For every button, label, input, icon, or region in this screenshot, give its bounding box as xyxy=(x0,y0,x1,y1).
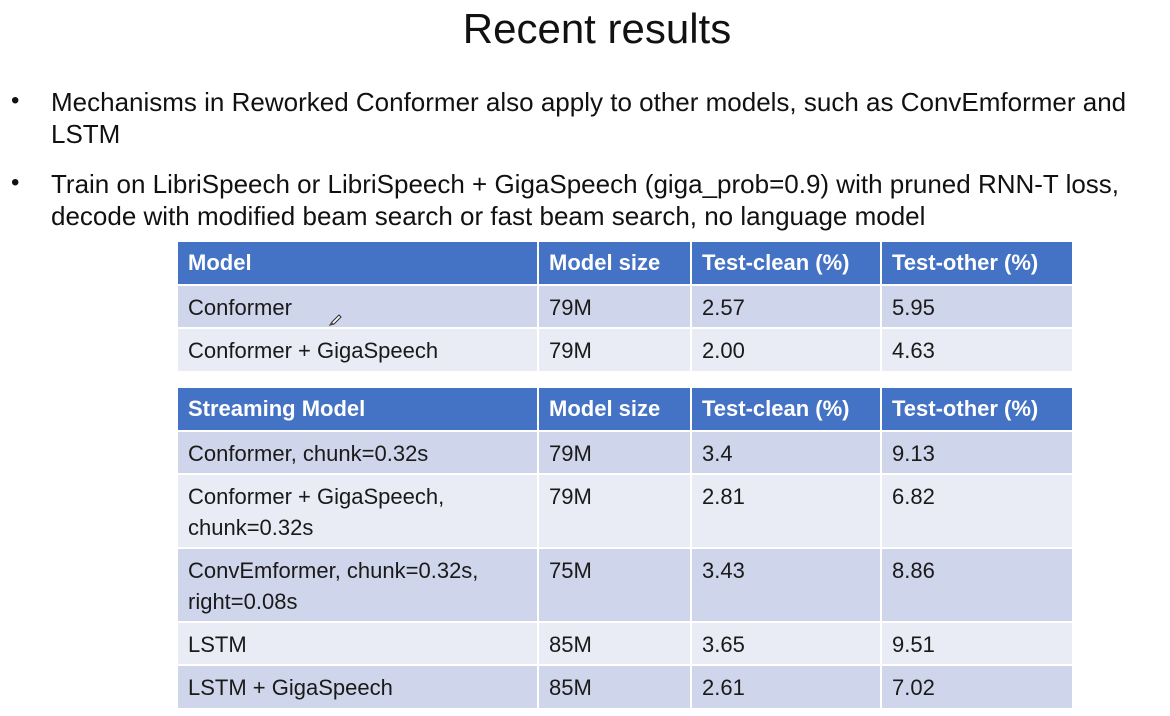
table-cell: 2.00 xyxy=(691,327,882,371)
table-row: Conformer, chunk=0.32s 79M 3.4 9.13 xyxy=(178,430,1072,474)
table-cell: 6.82 xyxy=(881,473,1072,548)
table-cell: Conformer xyxy=(178,284,539,328)
table-header-row: Streaming Model Model size Test-clean (%… xyxy=(178,388,1072,431)
column-header: Streaming Model xyxy=(178,388,539,431)
table-cell: 3.43 xyxy=(691,547,882,622)
column-header: Test-other (%) xyxy=(881,388,1072,431)
column-header: Test-clean (%) xyxy=(691,242,882,285)
table-cell: 85M xyxy=(538,621,692,665)
column-header: Model size xyxy=(538,242,692,285)
table-cell: 9.51 xyxy=(881,621,1072,665)
bullet-dot-icon: • xyxy=(11,169,20,196)
table-row: Conformer + GigaSpeech 79M 2.00 4.63 xyxy=(178,327,1072,371)
bullet-dot-icon: • xyxy=(11,87,20,114)
table-cell: 79M xyxy=(538,284,692,328)
table-cell: 2.57 xyxy=(691,284,882,328)
bullet-text: Train on LibriSpeech or LibriSpeech + Gi… xyxy=(51,169,1120,231)
table-cell: 85M xyxy=(538,664,692,708)
results-table: Model Model size Test-clean (%) Test-oth… xyxy=(178,242,1072,371)
table-cell: 2.81 xyxy=(691,473,882,548)
table-cell: 79M xyxy=(538,327,692,371)
table-cell: 79M xyxy=(538,430,692,474)
column-header: Test-clean (%) xyxy=(691,388,882,431)
table-cell: ConvEmformer, chunk=0.32s, right=0.08s xyxy=(178,547,539,622)
table-row: Conformer 79M 2.57 5.95 xyxy=(178,284,1072,328)
column-header: Model size xyxy=(538,388,692,431)
table-row: ConvEmformer, chunk=0.32s, right=0.08s 7… xyxy=(178,547,1072,622)
bullet-text: Mechanisms in Reworked Conformer also ap… xyxy=(51,87,1127,149)
table-cell: 3.65 xyxy=(691,621,882,665)
table-cell: 4.63 xyxy=(881,327,1072,371)
table-cell: LSTM + GigaSpeech xyxy=(178,664,539,708)
table-cell: 2.61 xyxy=(691,664,882,708)
table-cell: 75M xyxy=(538,547,692,622)
table-cell: 3.4 xyxy=(691,430,882,474)
column-header: Model xyxy=(178,242,539,285)
table-cell: 9.13 xyxy=(881,430,1072,474)
column-header: Test-other (%) xyxy=(881,242,1072,285)
streaming-results-table: Streaming Model Model size Test-clean (%… xyxy=(178,388,1072,708)
table-cell: Conformer + GigaSpeech, chunk=0.32s xyxy=(178,473,539,548)
table-cell: LSTM xyxy=(178,621,539,665)
table-header-row: Model Model size Test-clean (%) Test-oth… xyxy=(178,242,1072,285)
slide-title: Recent results xyxy=(462,5,732,52)
table-row: LSTM + GigaSpeech 85M 2.61 7.02 xyxy=(178,664,1072,708)
table-cell: 79M xyxy=(538,473,692,548)
table-cell: Conformer + GigaSpeech xyxy=(178,327,539,371)
table-row: LSTM 85M 3.65 9.51 xyxy=(178,621,1072,665)
table-row: Conformer + GigaSpeech, chunk=0.32s 79M … xyxy=(178,473,1072,548)
table-cell: 7.02 xyxy=(881,664,1072,708)
table-cell: Conformer, chunk=0.32s xyxy=(178,430,539,474)
pen-cursor-icon xyxy=(327,312,343,328)
table-cell: 5.95 xyxy=(881,284,1072,328)
table-cell: 8.86 xyxy=(881,547,1072,622)
